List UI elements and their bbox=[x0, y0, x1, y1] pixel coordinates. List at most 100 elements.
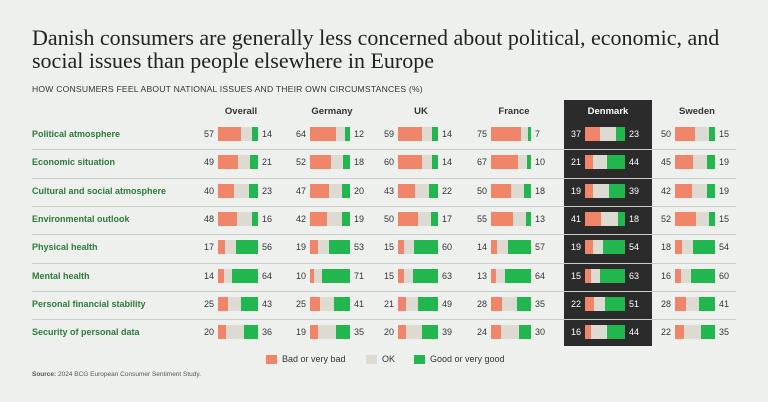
bar-bad-overall-mental-health bbox=[218, 268, 224, 283]
chart-subtitle: HOW CONSUMERS FEEL ABOUT NATIONAL ISSUES… bbox=[32, 84, 423, 94]
bar-good-france-economic-situation bbox=[527, 155, 531, 170]
value-good-sweden-security-of-personal-data: 35 bbox=[719, 327, 730, 338]
source-note: Source: 2024 BCG European Consumer Senti… bbox=[32, 371, 201, 378]
bar-ok-overall-security-of-personal-data bbox=[226, 325, 244, 340]
bar-bad-sweden-security-of-personal-data bbox=[675, 325, 684, 340]
value-good-france-mental-health: 64 bbox=[535, 270, 546, 281]
value-good-germany-physical-health: 53 bbox=[354, 242, 365, 253]
value-bad-overall-economic-situation: 49 bbox=[203, 157, 214, 168]
bar-bad-france-physical-health bbox=[491, 240, 497, 255]
bar-good-france-mental-health bbox=[505, 268, 531, 283]
bar-good-denmark-mental-health bbox=[599, 268, 625, 283]
value-bad-germany-cultural-and-social-atmosphere: 47 bbox=[295, 185, 306, 196]
bar-bad-germany-cultural-and-social-atmosphere bbox=[310, 183, 329, 198]
bar-good-france-political-atmosphere bbox=[528, 127, 531, 141]
bar-good-denmark-physical-health bbox=[603, 240, 625, 255]
bar-ok-denmark-cultural-and-social-atmosphere bbox=[592, 183, 610, 198]
bar-good-germany-physical-health bbox=[328, 240, 350, 255]
bar-ok-denmark-security-of-personal-data bbox=[591, 325, 608, 340]
legend: Bad or very bad OK Good or very good bbox=[0, 353, 768, 367]
value-bad-uk-personal-financial-stability: 21 bbox=[383, 298, 394, 309]
bar-bad-sweden-political-atmosphere bbox=[675, 127, 695, 141]
bar-good-uk-cultural-and-social-atmosphere bbox=[429, 183, 438, 198]
bar-good-sweden-economic-situation bbox=[707, 155, 715, 170]
bar-bad-overall-security-of-personal-data bbox=[218, 325, 226, 340]
bar-bad-sweden-mental-health bbox=[675, 268, 682, 283]
bar-bad-uk-security-of-personal-data bbox=[398, 325, 406, 340]
value-good-france-security-of-personal-data: 30 bbox=[535, 327, 546, 338]
bar-ok-sweden-environmental-outlook bbox=[695, 211, 709, 226]
value-bad-germany-economic-situation: 52 bbox=[295, 157, 306, 168]
value-good-germany-cultural-and-social-atmosphere: 20 bbox=[354, 185, 365, 196]
value-good-overall-cultural-and-social-atmosphere: 23 bbox=[262, 185, 273, 196]
row-divider bbox=[32, 290, 736, 292]
bar-ok-germany-personal-financial-stability bbox=[320, 296, 334, 311]
value-good-denmark-cultural-and-social-atmosphere: 39 bbox=[629, 185, 640, 196]
value-bad-germany-security-of-personal-data: 19 bbox=[295, 327, 306, 338]
value-bad-denmark-economic-situation: 21 bbox=[570, 157, 581, 168]
bar-bad-sweden-cultural-and-social-atmosphere bbox=[675, 183, 692, 198]
bar-good-overall-security-of-personal-data bbox=[243, 325, 258, 340]
bar-good-germany-security-of-personal-data bbox=[336, 325, 350, 340]
bar-bad-sweden-physical-health bbox=[675, 240, 683, 255]
value-good-overall-mental-health: 64 bbox=[262, 270, 273, 281]
bar-ok-uk-cultural-and-social-atmosphere bbox=[415, 183, 430, 198]
value-good-uk-security-of-personal-data: 39 bbox=[442, 327, 453, 338]
row-label-security-of-personal-data: Security of personal data bbox=[32, 327, 140, 338]
bar-ok-overall-cultural-and-social-atmosphere bbox=[234, 183, 249, 198]
row-label-mental-health: Mental health bbox=[32, 270, 90, 281]
bar-good-uk-security-of-personal-data bbox=[422, 325, 438, 340]
chart-title: Danish consumers are generally less conc… bbox=[32, 25, 720, 73]
bar-good-uk-political-atmosphere bbox=[432, 127, 438, 141]
bar-good-uk-mental-health bbox=[412, 268, 438, 283]
bar-good-sweden-personal-financial-stability bbox=[698, 296, 715, 311]
value-good-overall-economic-situation: 21 bbox=[262, 157, 273, 168]
bar-good-france-cultural-and-social-atmosphere bbox=[523, 183, 531, 198]
bar-bad-uk-environmental-outlook bbox=[398, 211, 418, 226]
value-good-sweden-personal-financial-stability: 41 bbox=[719, 298, 730, 309]
value-good-denmark-economic-situation: 44 bbox=[629, 157, 640, 168]
value-good-sweden-political-atmosphere: 15 bbox=[719, 129, 730, 139]
value-bad-germany-political-atmosphere: 64 bbox=[295, 129, 306, 139]
value-bad-germany-environmental-outlook: 42 bbox=[295, 213, 306, 224]
bar-bad-sweden-economic-situation bbox=[675, 155, 693, 170]
bar-good-sweden-security-of-personal-data bbox=[701, 325, 715, 340]
column-header-sweden: Sweden bbox=[679, 106, 715, 117]
bar-ok-germany-economic-situation bbox=[330, 155, 343, 170]
value-bad-france-physical-health: 14 bbox=[476, 242, 487, 253]
value-good-overall-physical-health: 56 bbox=[262, 242, 273, 253]
bar-ok-overall-environmental-outlook bbox=[237, 211, 252, 226]
value-bad-uk-mental-health: 15 bbox=[383, 270, 394, 281]
row-label-personal-financial-stability: Personal financial stability bbox=[32, 298, 146, 309]
value-bad-uk-security-of-personal-data: 20 bbox=[383, 327, 394, 338]
bar-ok-uk-environmental-outlook bbox=[418, 211, 432, 226]
value-bad-denmark-physical-health: 19 bbox=[570, 242, 581, 253]
bar-good-uk-personal-financial-stability bbox=[418, 296, 438, 311]
legend-label-bad: Bad or very bad bbox=[282, 354, 346, 364]
bar-bad-sweden-environmental-outlook bbox=[675, 211, 696, 226]
value-good-uk-personal-financial-stability: 49 bbox=[442, 298, 453, 309]
value-good-france-personal-financial-stability: 35 bbox=[535, 298, 546, 309]
legend-swatch-good bbox=[414, 355, 425, 364]
bar-good-denmark-cultural-and-social-atmosphere bbox=[609, 183, 625, 198]
bar-bad-france-economic-situation bbox=[491, 155, 518, 170]
bar-ok-france-mental-health bbox=[496, 268, 506, 283]
bar-bad-germany-mental-health bbox=[310, 268, 314, 283]
value-bad-uk-environmental-outlook: 50 bbox=[383, 213, 394, 224]
value-good-uk-cultural-and-social-atmosphere: 22 bbox=[442, 185, 453, 196]
legend-swatch-ok bbox=[366, 355, 377, 364]
bar-bad-germany-economic-situation bbox=[310, 155, 331, 170]
value-good-denmark-environmental-outlook: 18 bbox=[629, 213, 640, 224]
value-good-uk-political-atmosphere: 14 bbox=[442, 129, 453, 139]
bar-ok-uk-physical-health bbox=[404, 240, 414, 255]
bar-bad-denmark-cultural-and-social-atmosphere bbox=[585, 183, 593, 198]
value-good-france-environmental-outlook: 13 bbox=[535, 213, 546, 224]
bar-ok-sweden-mental-health bbox=[681, 268, 691, 283]
value-bad-uk-cultural-and-social-atmosphere: 43 bbox=[383, 185, 394, 196]
bar-ok-germany-political-atmosphere bbox=[335, 127, 346, 141]
value-good-overall-security-of-personal-data: 36 bbox=[262, 327, 273, 338]
bar-ok-sweden-economic-situation bbox=[693, 155, 708, 170]
bar-ok-france-physical-health bbox=[496, 240, 509, 255]
value-bad-france-security-of-personal-data: 24 bbox=[476, 327, 487, 338]
source-label: Source: bbox=[32, 371, 57, 378]
